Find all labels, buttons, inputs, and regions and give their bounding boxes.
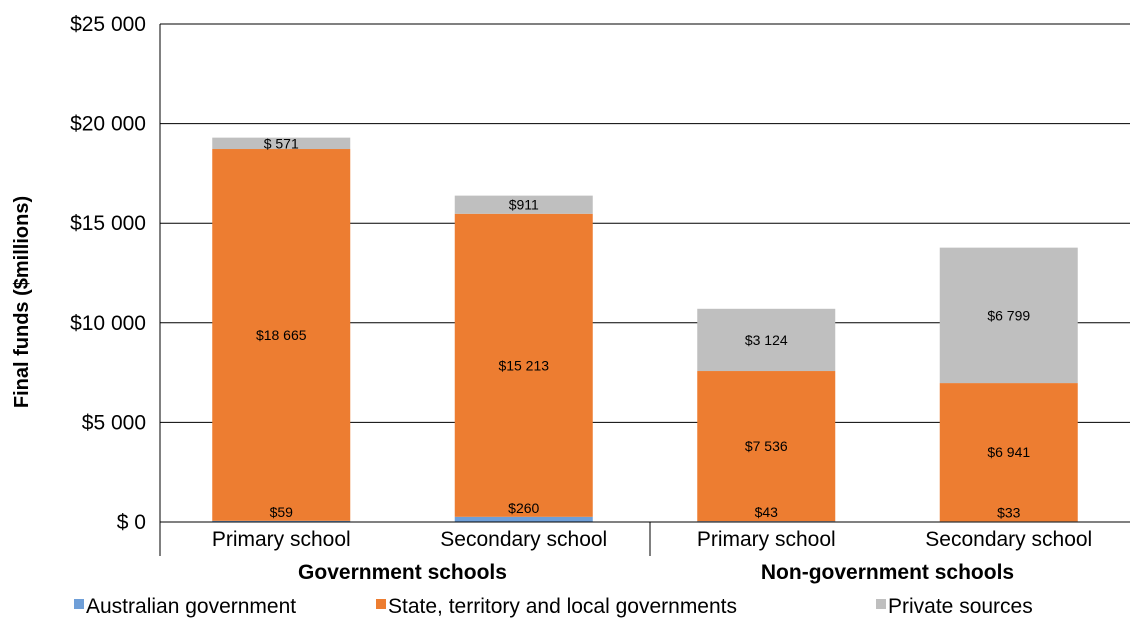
bar-segment (939, 247, 1078, 384)
data-label: $15 213 (498, 357, 549, 373)
group-label: Government schools (298, 561, 507, 584)
bar-segment (697, 308, 836, 372)
category-labels: Primary school Secondary school Primary sc… (212, 528, 1092, 551)
data-label: $260 (508, 500, 539, 516)
y-tick-label: $20 000 (70, 113, 146, 136)
data-labels: $59 $18 665 $ 571 $260 $15 213 $911 $43 $7 536 $… (256, 135, 1030, 520)
category-label: Secondary school (925, 528, 1092, 551)
y-tick-label: $25 000 (70, 13, 146, 36)
category-label: Secondary school (440, 528, 607, 551)
data-label: $59 (270, 504, 294, 520)
y-tick-label: $ 0 (117, 511, 146, 534)
y-tick-labels: $ 0 $5 000 $10 000 $15 000 $20 000 $25 000 (70, 13, 146, 534)
legend-swatch (376, 599, 386, 609)
data-label: $3 124 (745, 332, 788, 348)
legend-swatch (74, 599, 84, 609)
y-tick-label: $15 000 (70, 212, 146, 235)
legend-label: State, territory and local governments (388, 595, 737, 618)
y-tick-label: $5 000 (82, 411, 146, 434)
bar-segment (454, 213, 593, 517)
bar-segment (454, 516, 593, 522)
data-label: $6 941 (987, 444, 1030, 460)
bar-segment (212, 137, 351, 150)
data-label: $43 (755, 504, 779, 520)
data-label: $ 571 (264, 135, 299, 151)
category-label: Primary school (697, 528, 836, 551)
legend-label: Australian government (86, 595, 296, 618)
bar-segment (454, 195, 593, 214)
data-label: $911 (509, 197, 539, 213)
group-labels: Government schools Non-government schools (298, 561, 1014, 584)
legend: Australian government State, territory an… (74, 595, 1033, 618)
bar-segment (939, 383, 1078, 522)
bar-segment (212, 149, 351, 521)
data-label: $18 665 (256, 327, 307, 343)
bar-segment (697, 371, 836, 522)
bar-segment (212, 520, 351, 522)
group-label: Non-government schools (761, 561, 1014, 584)
legend-swatch (876, 599, 886, 609)
axes (159, 24, 1130, 556)
y-axis-label: Final funds ($millions) (11, 196, 33, 408)
y-tick-label: $10 000 (70, 312, 146, 335)
bars (212, 137, 1078, 522)
data-label: $6 799 (987, 307, 1030, 323)
category-label: Primary school (212, 528, 351, 551)
data-label: $7 536 (745, 438, 788, 454)
data-label: $33 (997, 504, 1021, 520)
legend-label: Private sources (888, 595, 1033, 618)
